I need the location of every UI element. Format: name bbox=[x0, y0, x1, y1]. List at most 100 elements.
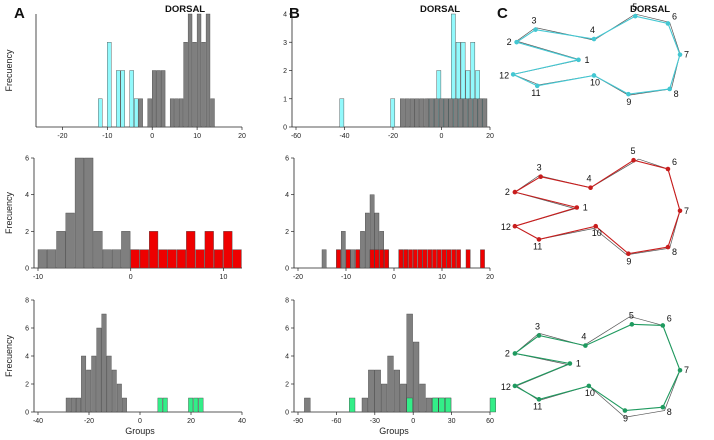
bar-b1-s1-12 bbox=[458, 98, 463, 128]
bar-b2-s1-11 bbox=[417, 249, 423, 269]
y-tick-label: 2 bbox=[283, 68, 287, 75]
bar-a3-s0-7 bbox=[101, 313, 107, 413]
landmark-label-9: 9 bbox=[626, 97, 631, 107]
x-tick-label: 0 bbox=[150, 133, 154, 140]
landmark-label-5: 5 bbox=[631, 146, 636, 156]
bar-b3-s0-2 bbox=[368, 369, 375, 413]
x-tick-label: 10 bbox=[193, 133, 201, 140]
bar-b2-s1-3 bbox=[369, 249, 375, 269]
landmark-point-7 bbox=[677, 52, 683, 57]
bar-b1-s1-2 bbox=[409, 98, 415, 128]
landmark-label-4: 4 bbox=[587, 174, 592, 184]
bar-a1-s1-1 bbox=[147, 98, 152, 128]
landmark-point-3 bbox=[533, 27, 538, 32]
x-tick-label: -10 bbox=[341, 274, 351, 281]
x-tick-label: 20 bbox=[187, 418, 195, 425]
bar-b1-s1-17 bbox=[482, 98, 488, 128]
x-tick-label: 30 bbox=[448, 418, 456, 425]
bar-a3-s1-1 bbox=[162, 397, 168, 413]
x-tick-label: 20 bbox=[238, 133, 246, 140]
landmark-label-8: 8 bbox=[672, 247, 677, 257]
y-axis-label: Frecuency bbox=[4, 191, 14, 234]
y-axis-label: Frecuency bbox=[4, 49, 14, 92]
y-tick-label: 4 bbox=[25, 354, 29, 361]
y-tick-label: 6 bbox=[25, 156, 29, 163]
x-tick-label: 0 bbox=[440, 133, 444, 140]
bar-a2-s1-5 bbox=[176, 249, 186, 269]
bar-b2-s1-9 bbox=[408, 249, 413, 269]
landmark-point-3 bbox=[538, 174, 543, 179]
x-tick-label: 40 bbox=[238, 418, 246, 425]
bar-a1-s1-5 bbox=[169, 98, 175, 128]
x-tick-label: -20 bbox=[388, 133, 398, 140]
landmark-label-2: 2 bbox=[505, 187, 510, 197]
bar-a2-s1-3 bbox=[158, 249, 168, 269]
bar-a3-s1-0 bbox=[157, 397, 163, 413]
bar-b2-s1-21 bbox=[480, 249, 485, 269]
landmark-label-1: 1 bbox=[583, 203, 588, 213]
landmark-label-6: 6 bbox=[672, 11, 677, 21]
bar-b2-s1-15 bbox=[437, 249, 442, 269]
x-tick-label: -10 bbox=[33, 274, 43, 281]
bar-a2-s1-4 bbox=[167, 249, 177, 269]
y-tick-label: 6 bbox=[25, 326, 29, 333]
bar-a2-s0-6 bbox=[93, 231, 103, 269]
chart-title-b: DORSAL bbox=[420, 4, 460, 15]
bar-b1-s1-0 bbox=[400, 98, 405, 128]
landmark-point-8 bbox=[660, 404, 666, 410]
bar-a2-s1-8 bbox=[204, 231, 214, 269]
landmark-label-5: 5 bbox=[632, 2, 637, 12]
landmark-label-4: 4 bbox=[590, 25, 595, 35]
bar-b1-s1-9 bbox=[443, 98, 449, 128]
bar-a2-s0-8 bbox=[111, 249, 122, 269]
bar-b3-s0-3 bbox=[374, 369, 381, 413]
bar-a2-s0-0 bbox=[37, 249, 47, 269]
landmark-label-9: 9 bbox=[623, 414, 628, 424]
bar-b1-s1-16 bbox=[477, 98, 483, 128]
landmark-point-3 bbox=[536, 333, 542, 338]
bar-b2-s1-19 bbox=[456, 249, 461, 269]
landmark-label-10: 10 bbox=[592, 228, 602, 238]
bar-a2-s1-2 bbox=[149, 231, 159, 269]
bar-b2-s1-0 bbox=[336, 249, 341, 269]
landmark-label-8: 8 bbox=[674, 89, 679, 99]
y-tick-label: 4 bbox=[285, 192, 289, 199]
bar-a3-s0-2 bbox=[76, 397, 81, 413]
landmark-label-3: 3 bbox=[535, 322, 540, 332]
landmark-point-5 bbox=[629, 322, 635, 327]
landmark-label-10: 10 bbox=[590, 77, 600, 87]
bar-a1-s1-3 bbox=[156, 70, 161, 128]
landmark-label-9: 9 bbox=[626, 257, 631, 267]
bar-b2-s1-2 bbox=[355, 249, 361, 269]
landmark-label-11: 11 bbox=[533, 401, 542, 411]
y-tick-label: 8 bbox=[25, 298, 29, 305]
landmark-point-9 bbox=[626, 251, 631, 256]
x-tick-label: -40 bbox=[33, 418, 43, 425]
bar-a1-s1-13 bbox=[205, 13, 211, 128]
x-tick-label: 0 bbox=[411, 418, 415, 425]
bar-b3-s1-2 bbox=[432, 397, 439, 413]
bar-b1-s1-8 bbox=[438, 98, 444, 128]
bar-b2-s0-0 bbox=[321, 249, 327, 269]
y-tick-label: 0 bbox=[25, 266, 29, 273]
bar-b2-s0-7 bbox=[365, 212, 370, 269]
bar-b2-s1-14 bbox=[432, 249, 437, 269]
x-tick-label: -90 bbox=[293, 418, 303, 425]
bar-a3-s0-6 bbox=[96, 327, 102, 413]
landmark-label-7: 7 bbox=[684, 206, 689, 216]
bar-b2-s1-6 bbox=[384, 249, 389, 269]
y-tick-label: 6 bbox=[285, 326, 289, 333]
bar-a1-s1-11 bbox=[196, 13, 202, 128]
bar-b2-s1-16 bbox=[441, 249, 447, 269]
y-tick-label: 0 bbox=[25, 410, 29, 417]
landmark-label-2: 2 bbox=[507, 37, 512, 47]
bar-b1-s1-15 bbox=[472, 98, 478, 128]
bar-b2-s1-1 bbox=[345, 249, 351, 269]
bar-b3-s0-6 bbox=[393, 369, 400, 413]
landmark-point-2 bbox=[512, 189, 518, 195]
bar-a3-s0-10 bbox=[116, 383, 122, 413]
bar-b2-s1-10 bbox=[413, 249, 418, 269]
bar-b3-s0-9 bbox=[413, 341, 420, 413]
landmark-label-11: 11 bbox=[533, 241, 542, 251]
